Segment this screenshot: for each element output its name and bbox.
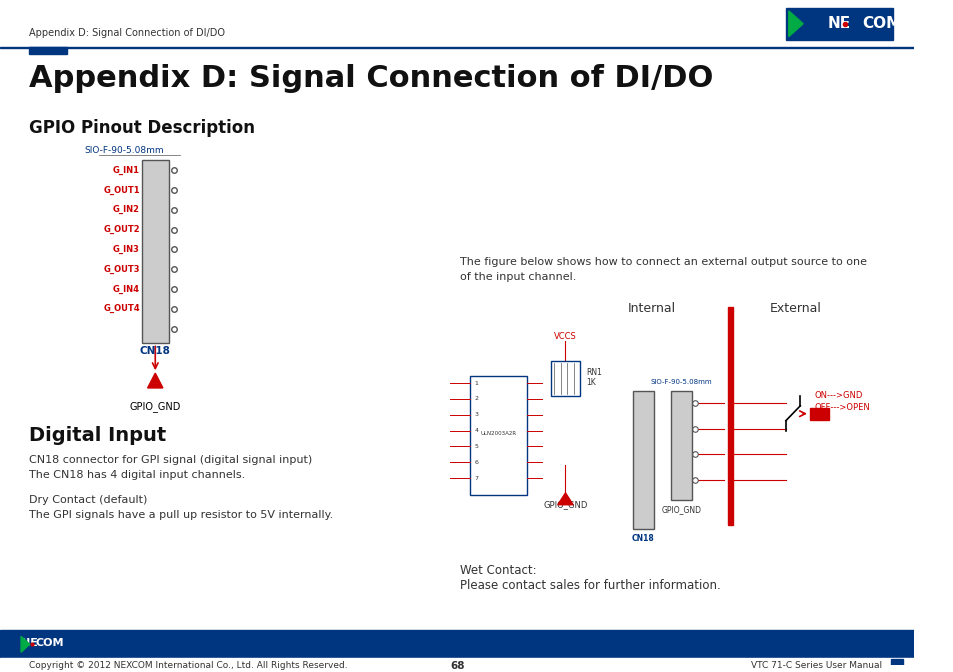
Text: 6: 6 [146,185,151,194]
Text: GPIO Pinout Description: GPIO Pinout Description [29,119,254,137]
Bar [632,391,653,530]
Text: 2: 2 [474,396,477,401]
Text: 3: 3 [474,412,477,417]
Text: COM: COM [862,16,901,32]
Text: GPIO_GND: GPIO_GND [130,401,181,412]
Bar [29,46,67,54]
Text: NE: NE [827,16,850,32]
Text: 6: 6 [474,460,477,465]
Text: G_IN2: G_IN2 [112,205,140,214]
Bar [0,46,913,48]
Text: The CN18 has 4 digital input channels.: The CN18 has 4 digital input channels. [29,470,245,480]
Text: 68: 68 [450,661,464,671]
Text: G_IN3: G_IN3 [113,245,140,254]
Bar [469,376,527,495]
Text: NE: NE [21,638,38,648]
Text: G_OUT4: G_OUT4 [103,304,140,313]
Bar [809,408,828,419]
Text: Copyright © 2012 NEXCOM International Co., Ltd. All Rights Reserved.: Copyright © 2012 NEXCOM International Co… [29,661,347,670]
Text: CN18: CN18 [140,346,171,356]
Text: Wet Contact:: Wet Contact: [459,564,537,577]
Bar [670,391,691,500]
Text: Dry Contact (default): Dry Contact (default) [29,495,147,505]
Bar [890,659,902,666]
Text: The figure below shows how to connect an external output source to one: The figure below shows how to connect an… [459,257,866,267]
Text: Please contact sales for further information.: Please contact sales for further informa… [459,579,720,592]
Text: 1: 1 [146,166,151,175]
Text: Digital Input: Digital Input [29,425,166,445]
Text: 7: 7 [146,225,151,234]
Text: Appendix D: Signal Connection of DI/DO: Appendix D: Signal Connection of DI/DO [29,65,713,93]
Text: CN18: CN18 [631,534,654,544]
Text: CN18 connector for GPI signal (digital signal input): CN18 connector for GPI signal (digital s… [29,455,312,465]
Text: G_IN4: G_IN4 [112,284,140,294]
Bar [785,8,892,40]
Text: of the input channel.: of the input channel. [459,272,576,282]
Text: SIO-F-90-5.08mm: SIO-F-90-5.08mm [85,146,164,155]
Bar [0,658,913,667]
Text: ON--->GND: ON--->GND [814,391,862,400]
Text: ULN2003A2R: ULN2003A2R [479,431,516,436]
Text: 7: 7 [474,476,477,480]
Text: G_OUT1: G_OUT1 [103,185,140,195]
Text: SIO-F-90-5.08mm: SIO-F-90-5.08mm [650,379,712,385]
Bar [142,161,169,343]
Text: 9: 9 [146,304,151,313]
Text: Appendix D: Signal Connection of DI/DO: Appendix D: Signal Connection of DI/DO [29,28,225,38]
Bar [19,634,81,655]
Bar [0,630,913,665]
Text: 4: 4 [146,284,151,294]
Bar [728,307,733,525]
Polygon shape [788,11,802,36]
Text: 1K: 1K [586,378,596,387]
Text: The GPI signals have a pull up resistor to 5V internally.: The GPI signals have a pull up resistor … [29,509,333,519]
Polygon shape [21,636,30,653]
Text: 2: 2 [146,206,151,214]
Polygon shape [558,493,573,505]
Polygon shape [148,373,163,388]
Text: VCCS: VCCS [554,331,577,341]
Text: 5: 5 [474,444,477,449]
Text: RN1: RN1 [586,368,601,377]
Text: G_OUT2: G_OUT2 [103,225,140,234]
Text: VTC 71-C Series User Manual: VTC 71-C Series User Manual [750,661,881,670]
Text: OFF--->OPEN: OFF--->OPEN [814,403,869,412]
Text: 8: 8 [146,265,151,274]
Text: External: External [769,302,821,315]
Text: 3: 3 [146,245,151,254]
Bar [551,362,579,396]
Text: COM: COM [35,638,64,648]
Text: 4: 4 [474,428,477,433]
Text: G_IN1: G_IN1 [112,166,140,175]
Text: Internal: Internal [627,302,675,315]
Text: 1: 1 [474,380,477,386]
Text: GPIO_GND: GPIO_GND [660,505,700,514]
Text: G_OUT3: G_OUT3 [103,265,140,274]
Text: 5: 5 [146,324,151,333]
Text: GPIO_GND: GPIO_GND [542,500,587,509]
